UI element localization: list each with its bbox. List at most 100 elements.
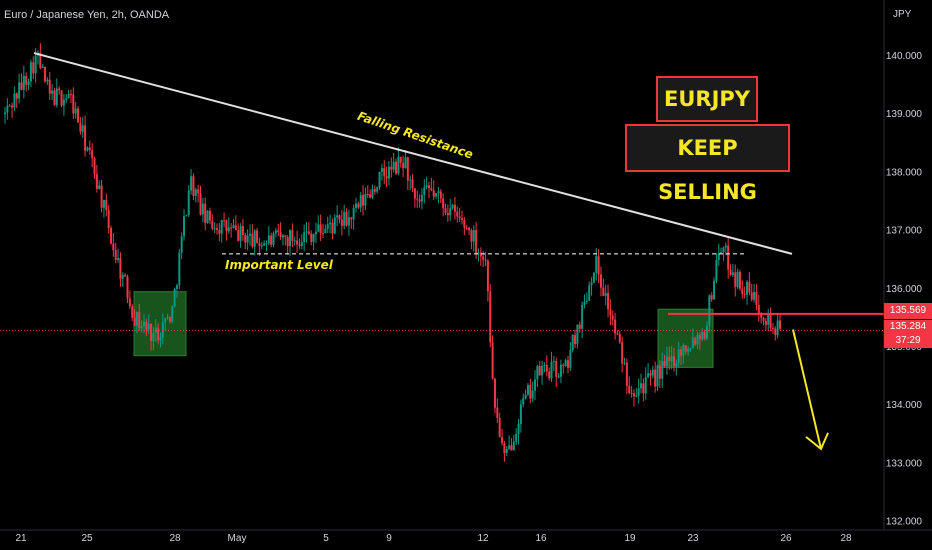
time-axis[interactable]: 21 25 28 May 5 9 12 16 19 23 26 28	[0, 529, 932, 544]
candle-body	[121, 274, 124, 279]
candle-body	[307, 231, 310, 234]
candle-body	[397, 156, 400, 174]
candle-body	[105, 199, 108, 210]
candle-body	[234, 225, 237, 231]
candle-body	[274, 230, 277, 234]
candle-body	[114, 250, 117, 260]
candle-body	[724, 245, 727, 248]
candle-body	[27, 81, 30, 85]
candle-body	[623, 362, 626, 364]
candle-body	[150, 323, 153, 341]
candle-body	[741, 288, 744, 294]
candle-body	[41, 66, 44, 68]
candle-body	[670, 356, 673, 362]
candle-body	[607, 293, 610, 310]
candle-body	[364, 194, 367, 206]
candle-body	[241, 225, 244, 235]
candle-body	[112, 243, 115, 251]
candle-body	[216, 228, 219, 230]
candle-body	[293, 240, 296, 242]
candle-body	[319, 224, 322, 233]
candle-body	[682, 345, 685, 356]
candle-body	[385, 176, 388, 179]
candle-body	[760, 313, 763, 318]
candle-body	[359, 195, 362, 208]
candle-body	[317, 224, 320, 232]
candle-body	[119, 257, 122, 279]
candle-body	[98, 185, 101, 189]
candle-body	[444, 208, 447, 213]
price-axis[interactable]: 140.000139.000138.000137.000136.000135.0…	[883, 0, 922, 530]
candle-body	[628, 385, 631, 394]
candle-body	[383, 168, 386, 177]
down-arrow-icon	[792, 329, 822, 450]
candle-body	[239, 225, 242, 241]
candle-body	[380, 168, 383, 172]
candle-body	[762, 317, 765, 321]
candle-body	[350, 217, 353, 220]
candle-body	[263, 243, 266, 246]
candle-body	[100, 185, 103, 208]
candle-body	[435, 193, 438, 197]
candle-body	[750, 292, 753, 300]
candle-body	[449, 208, 452, 216]
candle-body	[529, 385, 532, 399]
candle-body	[642, 383, 645, 394]
candle-body	[39, 52, 42, 68]
candle-body	[402, 162, 405, 169]
candle-body	[552, 361, 555, 363]
candle-body	[430, 188, 433, 191]
candle-body	[456, 211, 459, 217]
candle-body	[62, 99, 65, 106]
candle-body	[545, 364, 548, 372]
candle-body	[154, 327, 157, 333]
time-tick-label: 9	[386, 533, 392, 544]
symbol-header[interactable]: Euro / Japanese Yen, 2h, OANDA	[4, 9, 170, 21]
candle-body	[771, 327, 774, 329]
candle-body	[472, 230, 475, 242]
candle-body	[95, 174, 98, 189]
candle-body	[258, 243, 261, 247]
candle-body	[32, 62, 35, 74]
candle-body	[505, 449, 508, 454]
falling-resistance-line[interactable]	[33, 52, 793, 255]
candle-body	[324, 228, 327, 234]
candle-body	[387, 166, 390, 179]
candle-body	[286, 237, 289, 247]
candle-body	[411, 179, 414, 189]
candle-body	[362, 195, 365, 206]
candle-body	[199, 193, 202, 215]
candle-body	[218, 229, 221, 234]
candle-body	[566, 360, 569, 368]
candle-body	[658, 365, 661, 379]
candle-body	[237, 230, 240, 241]
candle-body	[555, 361, 558, 377]
candle-body	[152, 332, 155, 341]
candle-body	[376, 187, 379, 192]
candle-body	[510, 445, 513, 451]
candle-body	[729, 269, 732, 275]
candle-body	[696, 334, 699, 345]
candle-body	[482, 256, 485, 260]
candle-body	[390, 166, 393, 170]
candle-body	[446, 212, 449, 216]
candle-body	[399, 156, 402, 163]
candle-body	[366, 194, 369, 196]
candle-body	[460, 218, 463, 220]
candle-body	[668, 356, 671, 362]
candle-body	[157, 327, 160, 341]
candle-body	[574, 334, 577, 344]
candle-body	[86, 147, 89, 151]
candle-body	[769, 313, 772, 328]
candle-body	[183, 216, 186, 237]
candle-body	[192, 176, 195, 196]
candle-body	[432, 190, 435, 197]
candle-body	[232, 225, 235, 228]
candle-body	[329, 222, 332, 225]
candle-body	[60, 90, 63, 106]
candle-body	[746, 281, 749, 295]
candle-body	[672, 356, 675, 367]
candle-body	[281, 235, 284, 238]
candle-body	[69, 94, 72, 96]
